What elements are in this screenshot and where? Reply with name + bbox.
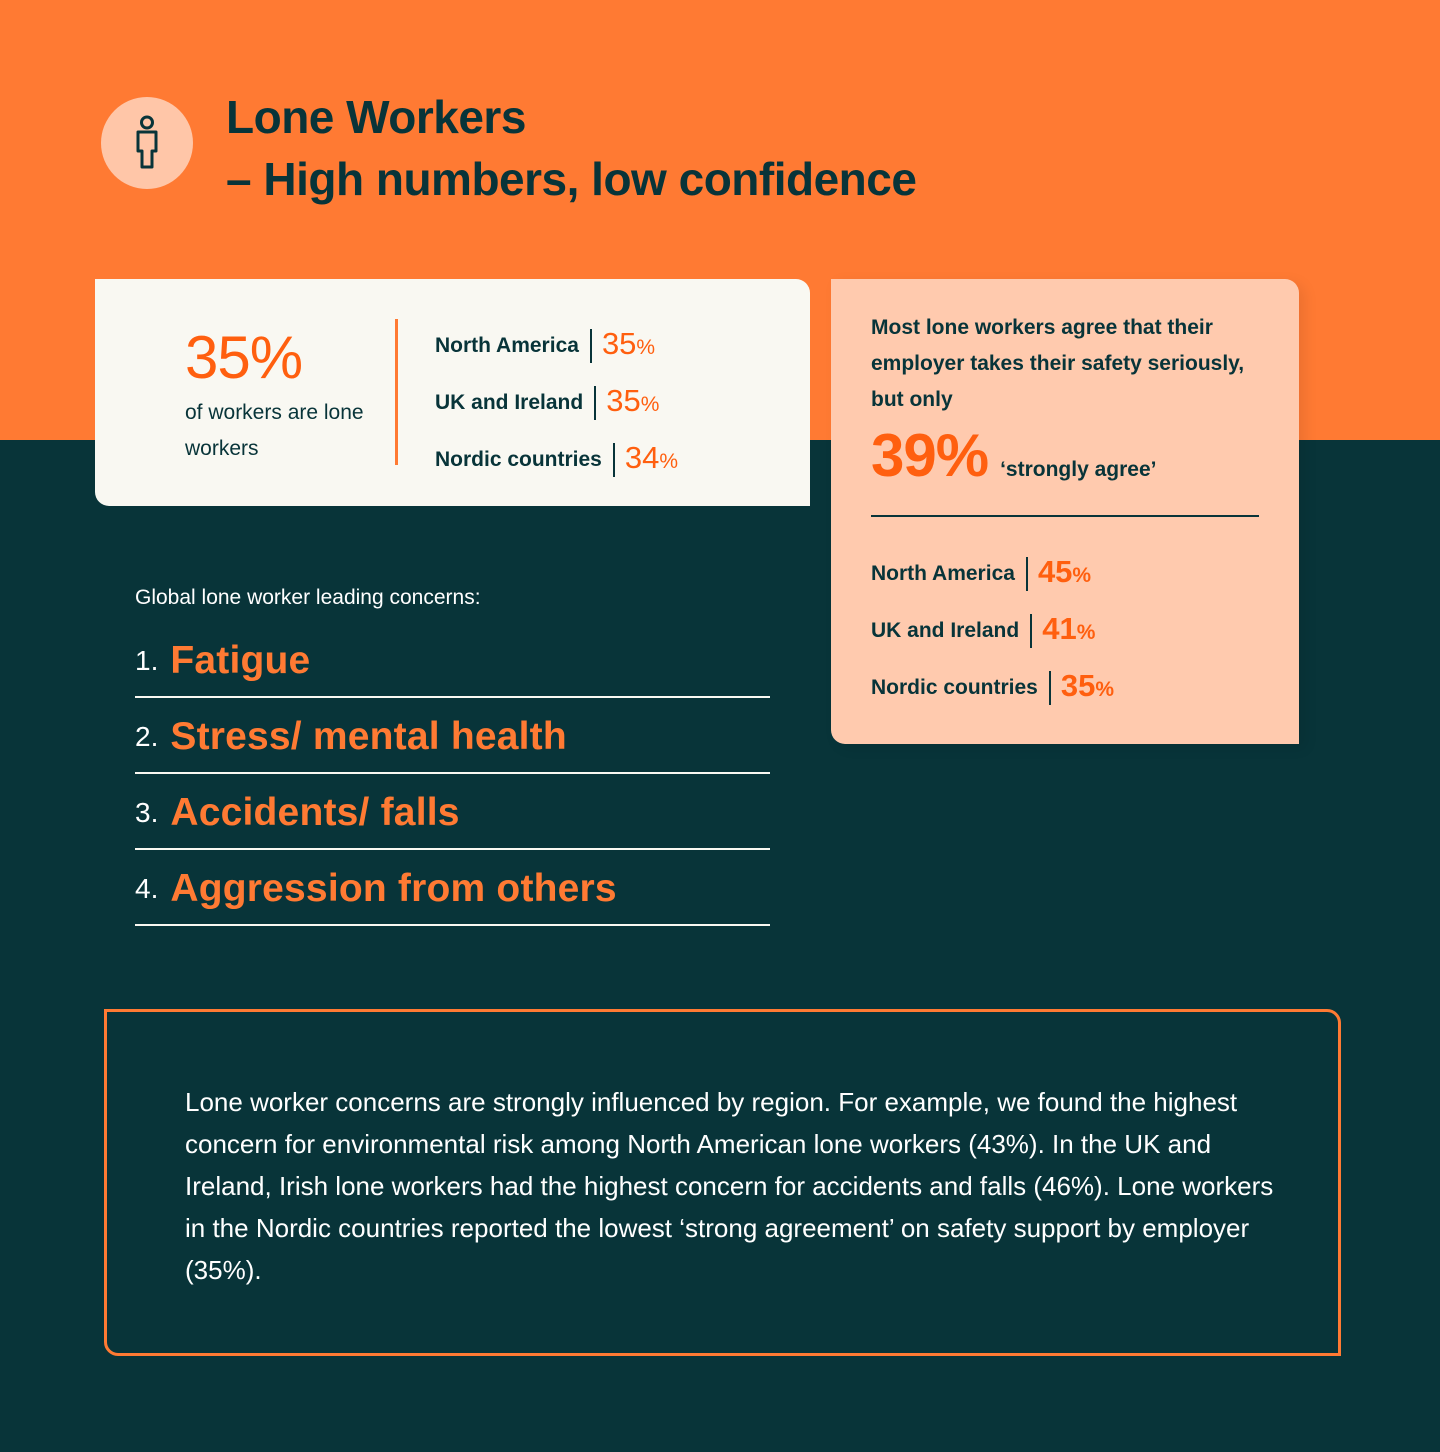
concern-rank: 2.: [135, 721, 159, 752]
title-line-2: – High numbers, low confidence: [226, 153, 917, 205]
region-number: 35: [606, 382, 641, 418]
region-separator: [594, 385, 597, 420]
region-value: 45%: [1037, 553, 1092, 593]
region-row: North America 35%: [435, 317, 678, 374]
employer-safety-stat: 39% ‘strongly agree’: [871, 421, 1156, 491]
region-name: UK and Ireland: [435, 390, 584, 414]
region-separator: [589, 328, 592, 363]
title-line-1: Lone Workers: [226, 91, 526, 143]
lone-worker-share-label: of workers are lone workers: [185, 401, 364, 460]
share-unit: %: [249, 324, 303, 391]
card-divider: [395, 319, 398, 465]
concern-rank: 4.: [135, 873, 159, 904]
concern-label: Aggression from others: [170, 867, 617, 910]
safety-region-list: North America 45% UK and Ireland 41% Nor…: [871, 545, 1114, 716]
concern-item: 4. Aggression from others: [135, 850, 770, 926]
region-unit: %: [1095, 677, 1115, 701]
concern-label: Stress/ mental health: [170, 715, 567, 758]
region-unit: %: [1076, 620, 1096, 644]
region-unit: %: [1072, 563, 1092, 587]
region-name: North America: [871, 561, 1015, 585]
region-value: 35%: [1060, 667, 1115, 707]
share-number: 35: [185, 324, 251, 391]
region-unit: %: [636, 335, 656, 359]
concern-item: 1. Fatigue: [135, 622, 770, 698]
concerns-heading: Global lone worker leading concerns:: [135, 586, 481, 609]
region-row: UK and Ireland 35%: [435, 374, 678, 431]
region-separator: [1030, 613, 1033, 648]
strongly-agree-label: ‘strongly agree’: [1000, 458, 1157, 481]
concern-rank: 3.: [135, 797, 159, 828]
region-value: 35%: [606, 382, 660, 422]
region-row: UK and Ireland 41%: [871, 602, 1114, 659]
lone-worker-share-card: 35% of workers are lone workers North Am…: [95, 279, 810, 506]
concern-rank: 1.: [135, 645, 159, 676]
concern-item: 3. Accidents/ falls: [135, 774, 770, 850]
region-row: Nordic countries 35%: [871, 659, 1114, 716]
region-number: 45: [1037, 553, 1073, 589]
region-number: 34: [624, 439, 660, 475]
person-icon: [136, 115, 158, 169]
region-row: Nordic countries 34%: [435, 431, 678, 488]
region-value: 41%: [1042, 610, 1096, 650]
region-number: 35: [1060, 667, 1096, 703]
strongly-agree-value: 39%: [871, 422, 989, 489]
region-name: Nordic countries: [435, 447, 602, 471]
concern-item: 2. Stress/ mental health: [135, 698, 770, 774]
region-value: 35%: [601, 325, 656, 365]
region-number: 35: [601, 325, 637, 361]
region-separator: [1025, 556, 1028, 591]
region-row: North America 45%: [871, 545, 1114, 602]
region-number: 41: [1042, 610, 1077, 646]
icon-badge: [101, 97, 193, 189]
concern-label: Fatigue: [170, 639, 311, 682]
regional-note-text: Lone worker concerns are strongly influe…: [185, 1087, 1274, 1285]
page-title: Lone Workers – High numbers, low confide…: [226, 86, 917, 210]
employer-safety-intro: Most lone workers agree that their emplo…: [871, 316, 1245, 411]
concerns-list: 1. Fatigue 2. Stress/ mental health 3. A…: [135, 622, 770, 926]
region-name: North America: [435, 333, 579, 357]
regional-note-box: Lone worker concerns are strongly influe…: [104, 1009, 1341, 1356]
region-separator: [612, 442, 615, 477]
employer-safety-card: Most lone workers agree that their emplo…: [831, 279, 1299, 744]
concern-label: Accidents/ falls: [170, 791, 460, 834]
region-separator: [1048, 670, 1051, 705]
region-unit: %: [640, 392, 660, 416]
region-name: Nordic countries: [871, 675, 1038, 699]
region-unit: %: [659, 449, 679, 473]
region-value: 34%: [624, 439, 679, 479]
region-name: UK and Ireland: [871, 618, 1020, 642]
divider-line: [871, 515, 1259, 517]
share-region-list: North America 35% UK and Ireland 35% Nor…: [435, 317, 678, 488]
lone-worker-share-value: 35%: [185, 323, 303, 393]
